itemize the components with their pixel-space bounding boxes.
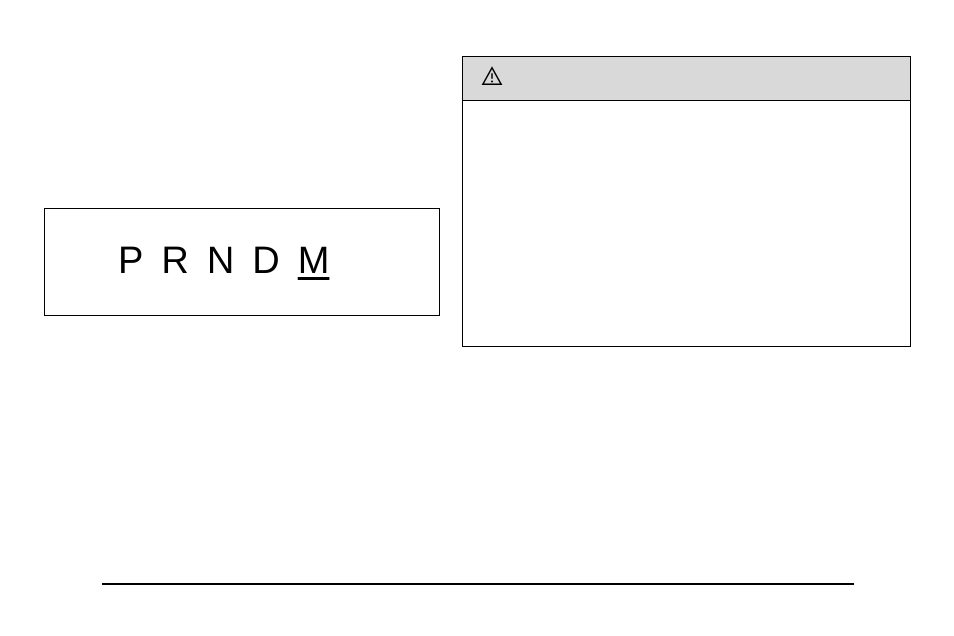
gear-letter-p: P xyxy=(118,240,143,283)
gear-letter-r: R xyxy=(161,240,188,283)
warning-triangle-icon xyxy=(481,65,503,92)
gear-indicator-letters: P R N D M xyxy=(118,240,329,283)
warning-panel-header xyxy=(463,57,910,101)
footer-horizontal-rule xyxy=(102,583,854,585)
gear-letter-m: M xyxy=(298,240,330,283)
gear-letter-d: D xyxy=(252,240,279,283)
gear-letter-n: N xyxy=(207,240,234,283)
warning-panel-body xyxy=(463,101,910,346)
warning-panel xyxy=(462,56,911,347)
